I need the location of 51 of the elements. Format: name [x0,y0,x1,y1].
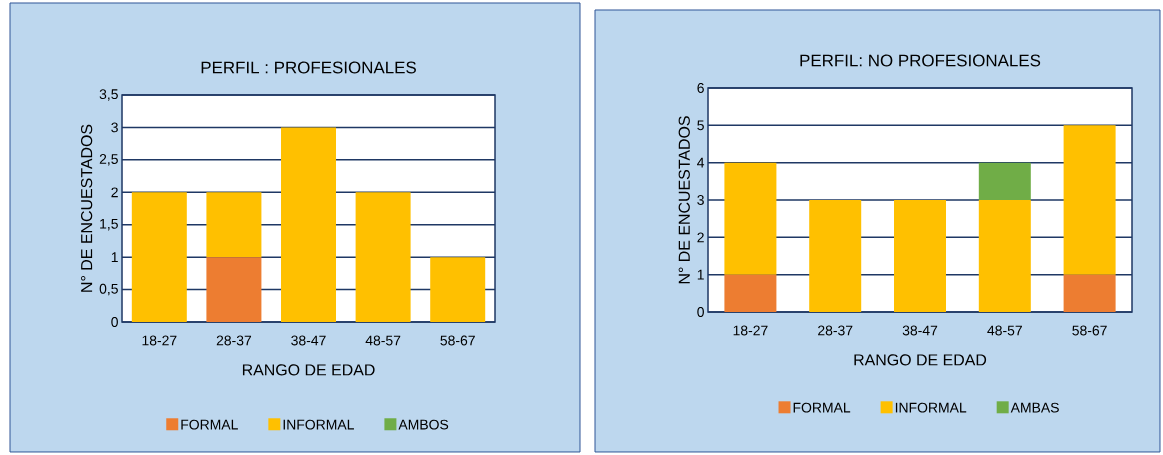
y-tick-label: 0,5 [99,283,118,296]
y-tick-label: 1,5 [100,219,118,231]
x-tick-label: 28-37 [216,335,252,346]
y-tick-label: 5 [697,120,704,131]
bar [724,162,777,275]
bar [355,192,411,322]
bar [131,192,187,322]
legend-label: INFORMAL [283,419,354,430]
x-tick-label: 28-37 [818,325,853,336]
chart-title: PERFIL: NO PROFESIONALES [800,54,1041,67]
bar [206,192,262,258]
legend-label: INFORMAL [895,402,967,413]
x-axis-title: RANGO DE EDAD [854,354,987,366]
bar [430,257,486,322]
x-tick-label: 48-57 [365,335,401,346]
bar [206,257,262,322]
x-tick-label: 38-47 [291,335,326,346]
bar [1063,274,1116,312]
bar [894,199,947,312]
bar [724,274,777,312]
y-tick-label: 3 [111,122,118,133]
x-tick-label: 18-27 [142,335,177,346]
y-tick-label: 1 [697,269,704,280]
y-tick-label: 2,5 [99,154,118,166]
legend-label: AMBOS [398,419,449,430]
y-tick-label: 0 [111,317,118,327]
x-axis-title: RANGO DE EDAD [242,364,375,376]
bar [978,162,1031,200]
y-axis-title: N° DE ENCUESTADOS [80,124,93,292]
x-tick-label: 58-67 [1072,325,1107,336]
y-tick-label: 6 [697,83,704,93]
y-tick-label: 2 [111,187,118,198]
bar [809,199,862,312]
y-axis-title: N° DE ENCUESTADOS [678,116,690,284]
y-tick-label: 1 [111,252,118,262]
y-tick-label: 3,5 [99,89,118,101]
y-tick-label: 3 [697,195,704,205]
bar [978,199,1031,312]
x-tick-label: 38-47 [902,325,938,336]
legend-label: FORMAL [181,419,238,430]
bar [1063,125,1116,275]
y-tick-label: 0 [697,307,704,317]
x-tick-label: 58-67 [440,335,475,346]
x-tick-label: 18-27 [733,325,768,336]
y-tick-label: 4 [697,157,705,168]
bar [281,127,337,322]
chart-title: PERFIL : PROFESIONALES [201,61,416,74]
y-tick-label: 2 [697,232,704,243]
legend-label: AMBAS [1010,402,1059,413]
legend-label: FORMAL [793,402,851,413]
x-tick-label: 48-57 [987,325,1022,336]
